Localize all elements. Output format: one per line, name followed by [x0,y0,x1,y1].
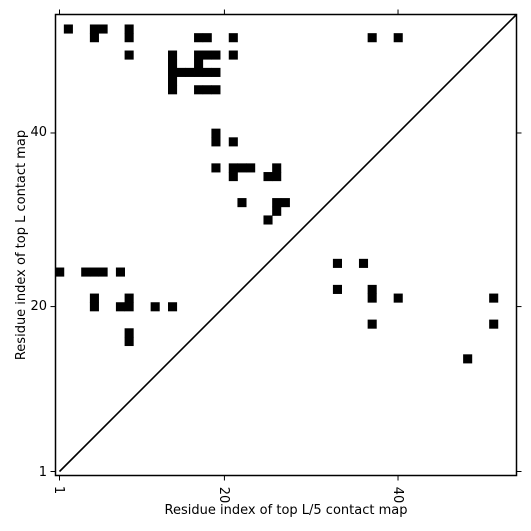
contact-cell-33-25 [332,258,342,268]
y-axis-label: Residue index of top L contact map [14,130,29,360]
contact-cell-21-35 [228,172,238,182]
contact-cell-18-49 [202,50,212,60]
contact-cell-14-46 [168,76,178,86]
contact-cell-19-47 [211,67,221,77]
contact-cell-14-49 [168,50,178,60]
plot-frame [54,13,518,477]
y-tick-label-1: 1 [39,465,47,480]
contact-cell-26-32 [272,198,282,208]
contact-cell-26-31 [272,206,282,216]
contact-cell-17-47 [194,67,204,77]
contact-cell-17-45 [194,85,204,95]
contact-cell-5-52 [89,24,99,34]
contact-cell-21-51 [228,33,238,43]
y-tick-label-20: 20 [30,299,47,314]
contact-cell-17-49 [194,50,204,60]
contact-cell-23-36 [246,163,256,173]
x-tick-label-1: 1 [51,486,66,494]
contact-cell-26-36 [272,163,282,173]
contact-cell-14-47 [168,67,178,77]
diagonal-line-group [58,13,518,473]
contact-cell-27-32 [280,198,290,208]
contact-cells [55,24,499,364]
contact-cell-22-36 [237,163,247,173]
contact-cell-5-51 [89,33,99,43]
contact-cell-12-20 [150,302,160,312]
contact-cell-25-35 [263,172,273,182]
contact-cell-51-21 [489,293,499,303]
contact-cell-19-36 [211,163,221,173]
contact-cell-33-22 [332,284,342,294]
y-tick-label-40: 40 [30,125,47,140]
contact-cell-19-40 [211,128,221,138]
contact-cell-17-51 [194,33,204,43]
contact-cell-37-22 [367,284,377,294]
contact-cell-16-47 [185,67,195,77]
contact-cell-21-39 [228,137,238,147]
diagonal-line [58,13,518,473]
contact-cell-37-18 [367,319,377,329]
contact-cell-51-18 [489,319,499,329]
contact-cell-40-51 [393,33,403,43]
contact-cell-6-52 [98,24,108,34]
contact-cell-9-51 [124,33,134,43]
contact-cell-9-21 [124,293,134,303]
contact-cell-25-30 [263,215,273,225]
contact-cell-36-25 [358,258,369,268]
contact-cell-21-36 [228,163,238,173]
contact-cell-18-45 [202,85,212,95]
contact-cell-21-49 [228,50,238,60]
contact-cell-9-49 [124,50,134,60]
x-tick-label-20: 20 [216,487,231,504]
contact-cell-19-39 [211,137,221,147]
contact-cell-14-20 [168,302,178,312]
contact-cell-9-20 [124,302,134,312]
contact-cell-37-51 [367,33,377,43]
contact-cell-40-21 [393,293,403,303]
contact-cell-48-14 [463,354,473,364]
contact-cell-8-24 [115,267,125,277]
contact-cell-2-52 [63,24,73,34]
contact-cell-8-20 [115,302,125,312]
contact-cell-5-21 [89,293,99,303]
contact-cell-4-24 [81,267,91,277]
contact-cell-19-49 [211,50,221,60]
contact-cell-19-45 [211,85,221,95]
contact-cell-9-52 [124,24,134,34]
contact-cell-14-45 [168,85,178,95]
x-axis-label: Residue index of top L/5 contact map [165,503,408,518]
x-tick-label-40: 40 [390,487,405,504]
contact-cell-18-47 [202,67,212,77]
axis-ticks [50,9,522,481]
contact-cell-9-17 [124,328,134,338]
contact-cell-1-24 [55,267,65,277]
contact-cell-26-35 [272,172,282,182]
contact-cell-5-24 [89,267,99,277]
contact-cell-22-32 [237,198,247,208]
contact-cell-17-48 [194,59,204,69]
contact-cell-9-16 [124,336,134,347]
contact-cell-18-51 [202,33,212,43]
contact-cell-6-24 [98,267,108,277]
contact-cell-14-48 [168,59,178,69]
contact-cell-37-21 [367,293,377,303]
contact-cell-15-47 [176,67,186,77]
contact-cell-5-20 [89,302,99,312]
